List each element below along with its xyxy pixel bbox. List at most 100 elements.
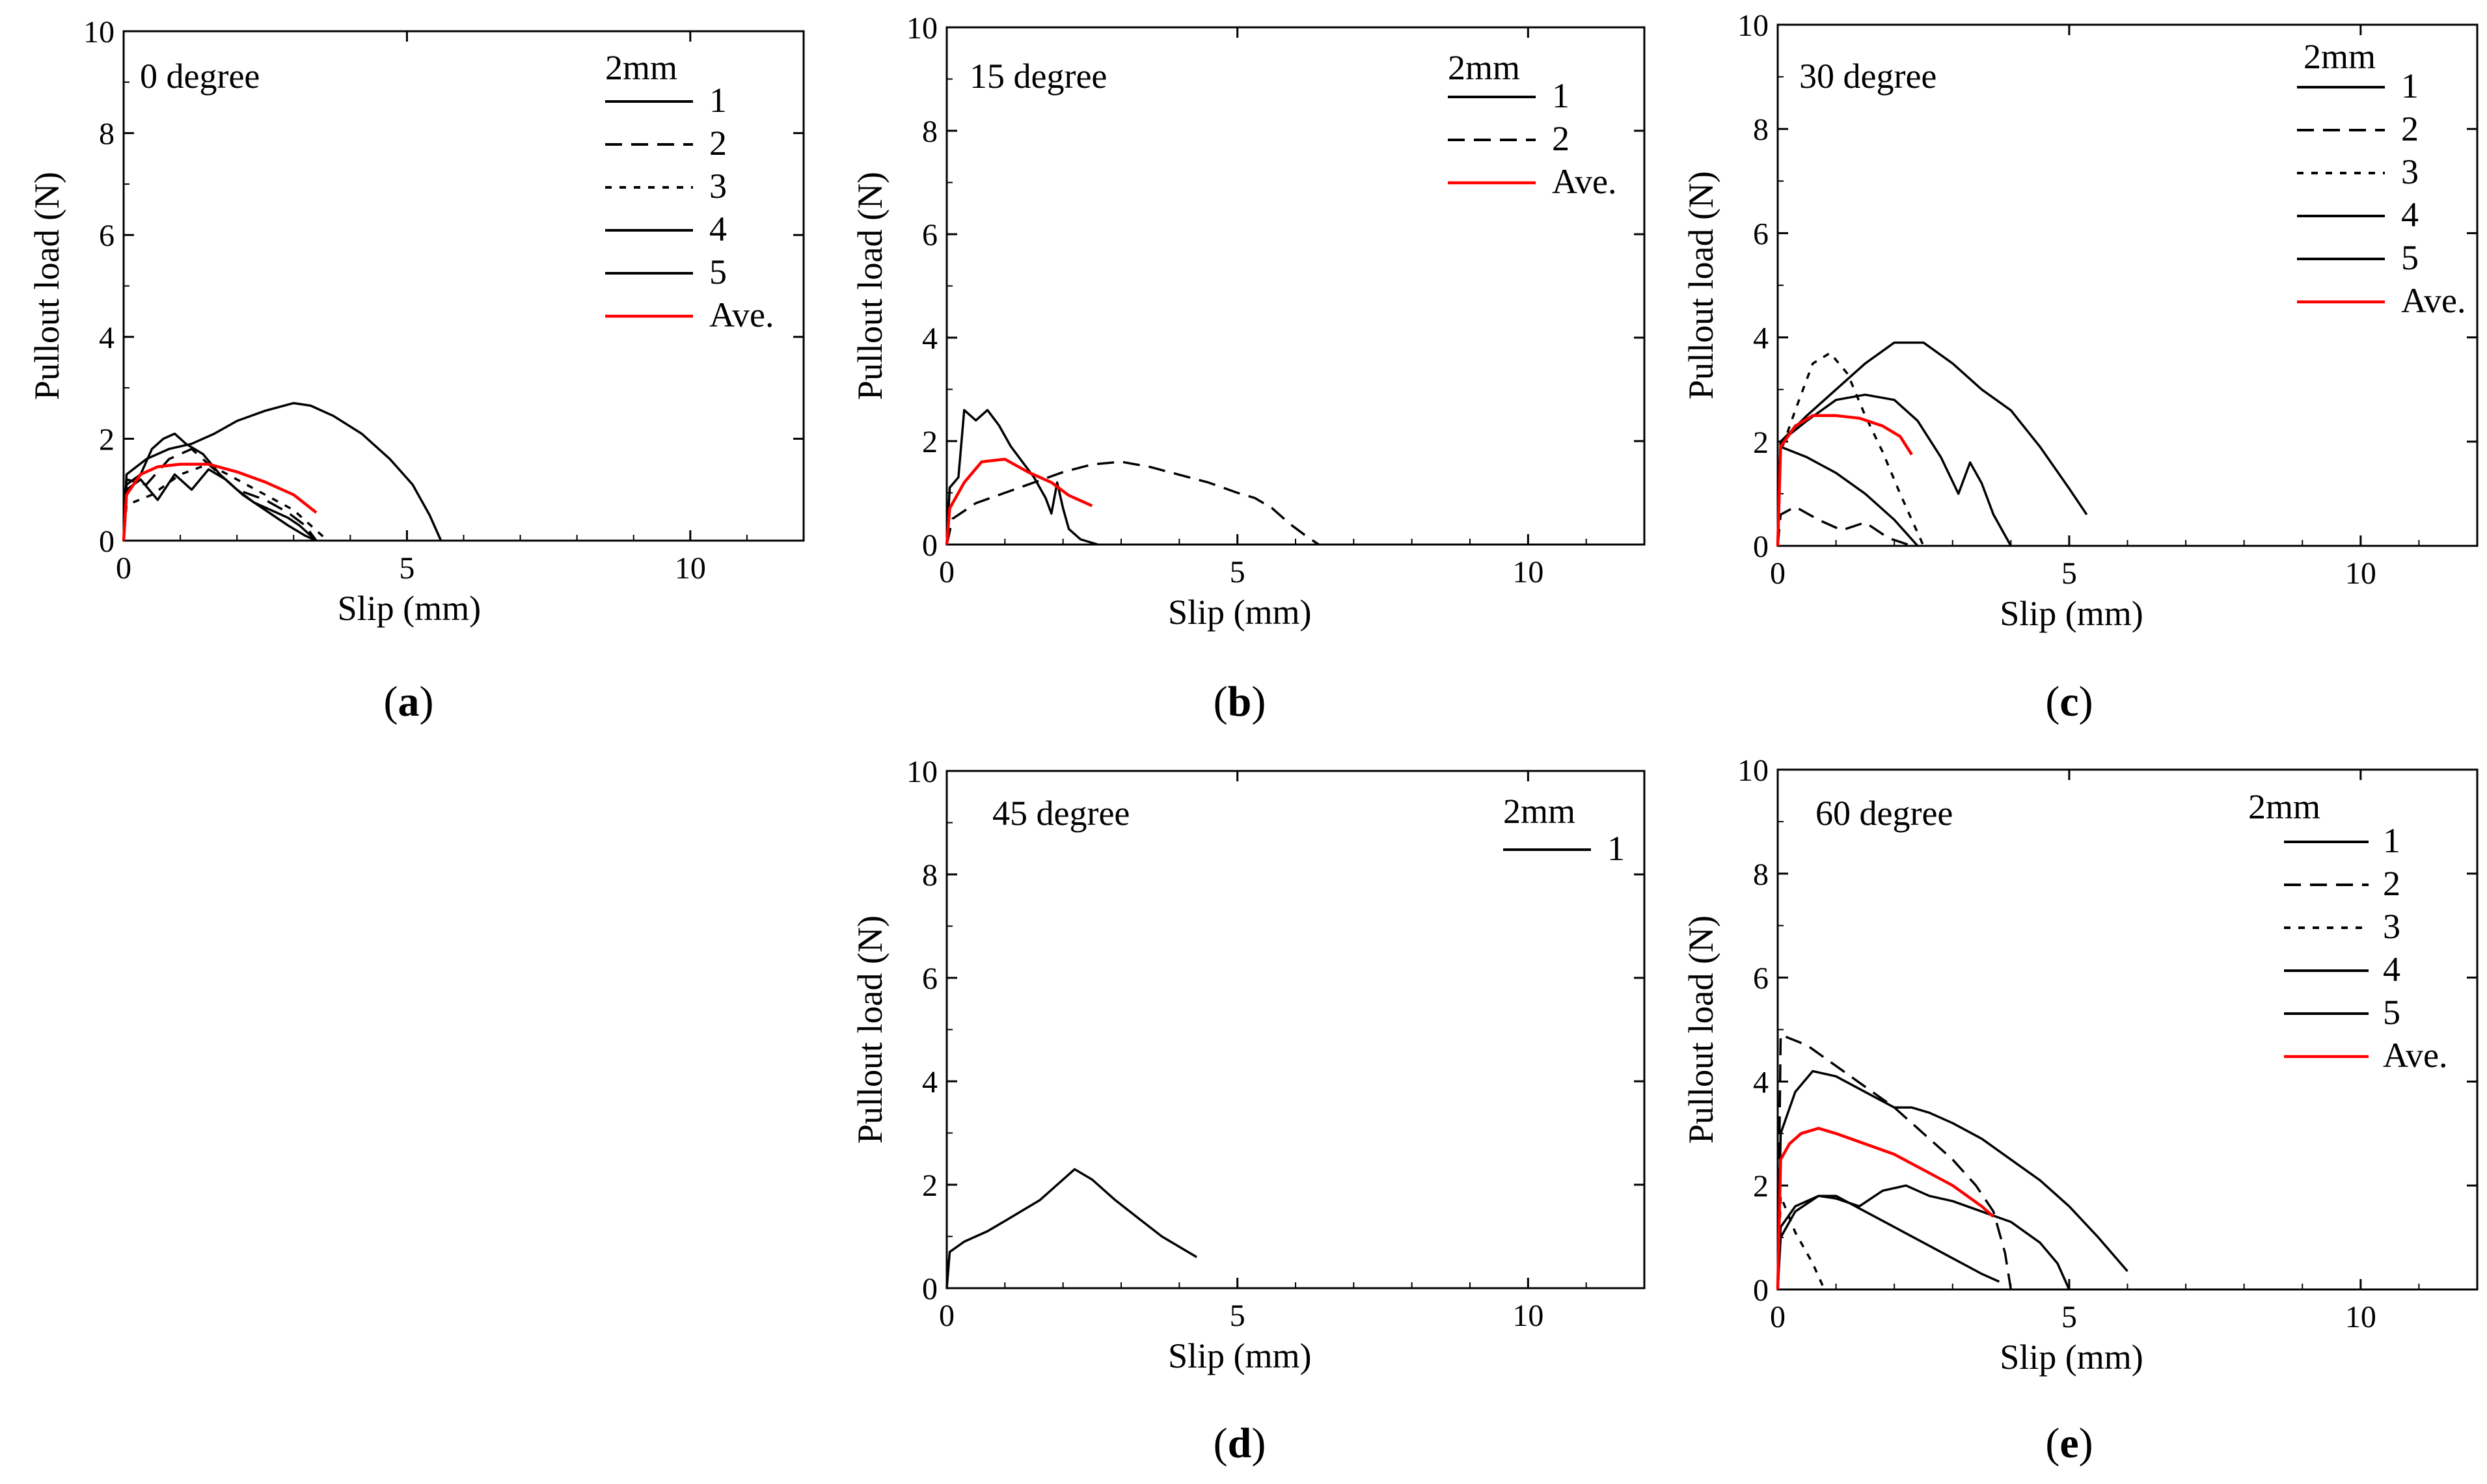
angle-annotation: 30 degree [1799,57,1937,96]
x-axis-label: Slip (mm) [1168,593,1312,632]
y-tick-label: 0 [1753,1273,1769,1308]
chart-panel-e: 0 5 10 0 2 4 6 8 10 Slip (mm) Pullout load (N) 60 d… [1681,753,2479,1467]
series-line-5 [1776,393,2012,546]
y-axis-label: Pullout load (N) [850,915,890,1144]
legend-entry: 3 [709,167,727,206]
y-tick-label: 4 [1753,1065,1769,1100]
x-tick-label: 0 [939,1299,955,1333]
x-tick-label: 0 [939,555,955,589]
series-line-5 [122,401,442,541]
x-tick-label: 0 [1770,556,1786,591]
y-tick-label: 8 [922,115,938,149]
series-line-3 [1776,351,1925,546]
x-axis-label: Slip (mm) [338,589,482,628]
x-tick-label: 0 [1770,1300,1786,1334]
series-line-2 [122,448,318,542]
legend-entry: 2 [709,124,727,163]
panel-label: (a) [384,678,434,725]
plot-frame [1776,768,2479,1291]
y-tick-label: 0 [99,524,115,559]
x-tick-label: 0 [116,551,131,586]
series-line-3 [1776,1194,1826,1290]
y-tick-label: 4 [922,321,938,356]
y-tick-label: 6 [922,218,938,252]
y-tick-label: 0 [922,1272,938,1306]
legend-entry: 2 [2383,864,2400,903]
y-axis-label: Pullout load (N) [27,172,66,400]
plot-frame [1776,23,2479,547]
y-axis-label: Pullout load (N) [1681,171,1720,399]
series-line-2 [945,461,1320,546]
legend-entry: 5 [709,252,727,291]
angle-annotation: 45 degree [992,794,1130,833]
y-tick-label: 6 [99,219,115,253]
series-line-4 [1776,341,2088,546]
series-line-ave [122,463,318,541]
series-line-1 [1776,1194,2000,1290]
y-tick-label: 2 [922,1168,938,1203]
x-tick-label: 10 [2345,1300,2376,1334]
x-tick-label: 5 [2061,1300,2077,1334]
legend-entry: 4 [2383,950,2400,989]
legend-entry: 1 [2383,821,2400,860]
x-tick-label: 5 [1230,1299,1245,1333]
y-tick-label: 4 [1753,321,1769,356]
panel-label: (d) [1214,1420,1266,1467]
series-line-ave [1776,1127,1994,1290]
y-tick-label: 10 [1737,8,1769,43]
y-tick-label: 4 [99,321,115,355]
series-line-1 [945,1168,1197,1289]
series-line-2 [1776,506,1912,547]
series-line-ave [1776,414,1913,546]
angle-annotation: 0 degree [140,57,260,96]
legend-title: 2mm [605,48,677,87]
x-axis-label: Slip (mm) [2000,1338,2143,1377]
legend-title: 2mm [1448,48,1520,87]
x-tick-label: 10 [2345,556,2376,591]
legend-title: 2mm [2304,37,2376,76]
y-tick-label: 8 [1753,857,1769,892]
x-tick-label: 5 [399,551,414,586]
legend-entry: 3 [2383,907,2400,946]
series-line-1 [1776,446,1919,547]
chart-panel-a: 0 5 10 0 2 4 6 8 10 Slip (mm) Pullout load (N) 0 de… [27,15,805,725]
x-tick-label: 5 [1230,555,1245,589]
plot-frame [122,30,805,542]
y-tick-label: 8 [1753,113,1769,147]
y-tick-label: 2 [1753,1169,1769,1204]
y-tick-label: 0 [922,528,938,563]
y-tick-label: 10 [906,755,938,789]
legend-entry: Ave. [2383,1036,2447,1075]
legend-entry: 1 [1552,76,1570,115]
y-tick-label: 8 [99,117,115,152]
panel-label: (e) [2045,1420,2093,1467]
angle-annotation: 15 degree [970,57,1107,96]
x-tick-label: 10 [1512,1299,1543,1333]
legend-entry: 5 [2383,993,2400,1032]
legend-entry: 4 [2401,195,2419,234]
legend-entry: 3 [2401,152,2419,191]
panel-label: (b) [1214,678,1266,725]
legend-entry: 2 [2401,109,2419,148]
series-line-2 [1776,1033,2013,1290]
y-tick-label: 0 [1753,530,1769,564]
series-line-1 [122,432,318,542]
y-axis-label: Pullout load (N) [850,172,890,400]
y-tick-label: 2 [922,425,938,459]
chart-panel-d: 0 5 10 0 2 4 6 8 10 Slip (mm) Pullout load (N) 45 d… [850,755,1646,1467]
x-tick-label: 10 [1512,555,1543,589]
y-tick-label: 4 [922,1065,938,1100]
legend-title: 2mm [2248,787,2320,826]
legend-entry: Ave. [2401,281,2466,320]
y-tick-label: 6 [1753,217,1769,251]
legend-entry: 1 [1607,829,1625,868]
legend-entry: Ave. [709,295,774,334]
series-line-1 [945,409,1098,546]
panel-label: (c) [2045,678,2093,725]
series-line-4 [1776,1070,2128,1290]
legend-entry: 1 [2401,66,2419,105]
y-tick-label: 10 [1737,753,1769,788]
legend-entry: 2 [1552,119,1570,158]
legend-entry: 5 [2401,238,2419,277]
y-tick-label: 10 [906,11,938,46]
